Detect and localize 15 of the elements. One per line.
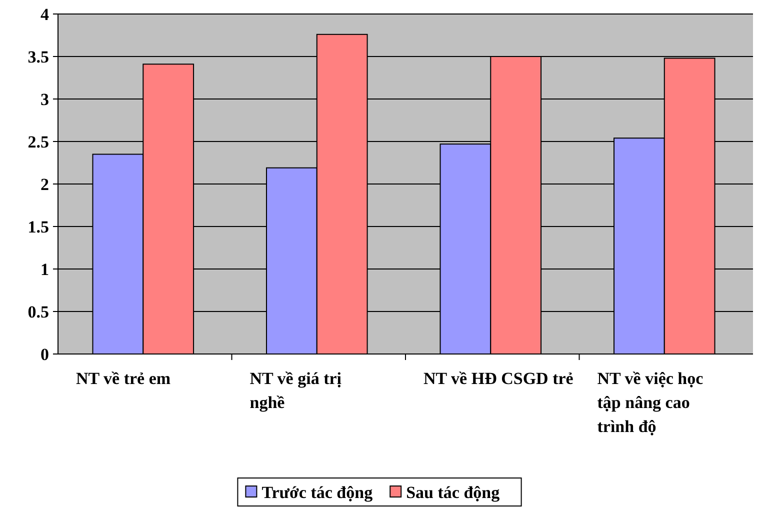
y-tick-label: 0.5	[28, 302, 49, 322]
y-tick-label: 3.5	[28, 47, 49, 66]
y-tick-label: 2	[40, 174, 49, 194]
x-tick-label: NT về giá trị nghề	[250, 369, 342, 412]
y-tick-label: 1	[40, 260, 49, 279]
x-tick-label: NT về trẻ em	[76, 369, 171, 388]
y-tick-label: 1.5	[28, 217, 49, 236]
legend-label: Sau tác động	[406, 483, 500, 502]
legend-label: Trước tác động	[262, 483, 374, 502]
y-tick-label: 0	[40, 344, 49, 364]
y-tick-label: 4	[40, 4, 50, 24]
x-tick-label: NT về HĐ CSGD trẻ	[424, 369, 574, 388]
x-tick-label: NT về việc học tập nâng cao trình độ	[597, 369, 704, 436]
y-tick-label: 3	[40, 90, 49, 109]
y-tick-label: 2.5	[28, 132, 49, 152]
